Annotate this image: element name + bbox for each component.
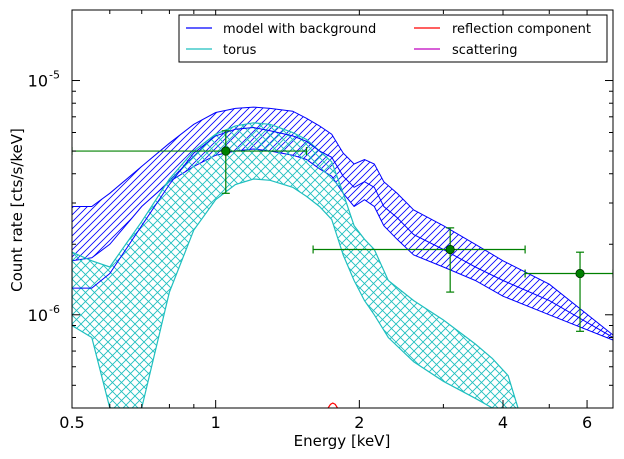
plot-frame (71, 9, 614, 409)
x-tick-label: 2 (354, 413, 364, 432)
x-ticks: 0.5 1 2 4 6 (59, 10, 592, 432)
legend-box (178, 14, 608, 63)
data-point-3 (524, 251, 613, 332)
x-axis-label: Energy [keV] (294, 432, 391, 450)
x-tick-label: 4 (498, 413, 508, 432)
x-tick-label: 0.5 (59, 413, 84, 432)
data-point-1 (72, 130, 308, 194)
model-mid-line (72, 126, 613, 338)
data-point-marker (221, 146, 231, 156)
y-ticks: 10-610-5 (28, 9, 613, 409)
x-tick-label: 1 (211, 413, 221, 432)
legend-label-scattering: scattering (452, 43, 518, 58)
data-point-marker (575, 268, 585, 279)
y-tick-exponent: -5 (49, 69, 60, 82)
legend-label-torus: torus (223, 43, 257, 58)
y-tick-label: 10 (28, 306, 48, 325)
legend-label-reflection: reflection component (452, 22, 591, 37)
torus-band (72, 122, 519, 408)
legend-label-model: model with background (223, 22, 376, 37)
data-points (72, 130, 613, 332)
y-axis-label: Count rate [cts/s/keV] (8, 128, 26, 292)
data-point-2 (312, 227, 526, 293)
y-tick-exponent: -6 (49, 303, 60, 316)
y-tick-label: 10 (28, 72, 48, 91)
reflection-line (327, 402, 339, 408)
legend: model with background reflection compone… (178, 14, 608, 63)
x-tick-label: 6 (582, 413, 592, 432)
data-point-marker (445, 244, 455, 255)
